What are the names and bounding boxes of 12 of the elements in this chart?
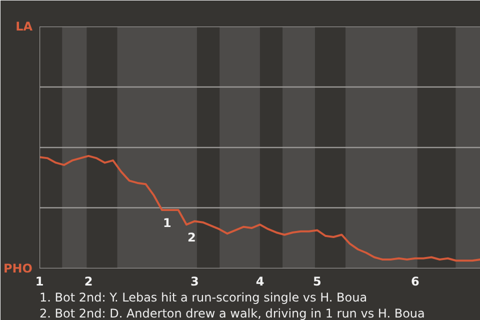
x-tick-label: 5 (312, 274, 322, 288)
text: PHO (3, 262, 33, 276)
x-tick-label: 2 (84, 274, 93, 288)
x-tick-label: 6 (410, 274, 420, 288)
x-tick-label: 3 (190, 274, 199, 288)
text: LA (16, 20, 34, 34)
annotation: 2 (188, 230, 196, 245)
annotation: 1 (163, 216, 172, 230)
x-tick-label: 4 (256, 274, 264, 288)
text: 1. Bot 2nd: Y. Lebas hit a run-scoring single vs H. Boua (40, 290, 368, 304)
x-tick-label: 1 (35, 274, 44, 288)
text: 2. Bot 2nd: D. Anderton drew a walk, driving in 1 run vs H. Boua (40, 306, 425, 320)
